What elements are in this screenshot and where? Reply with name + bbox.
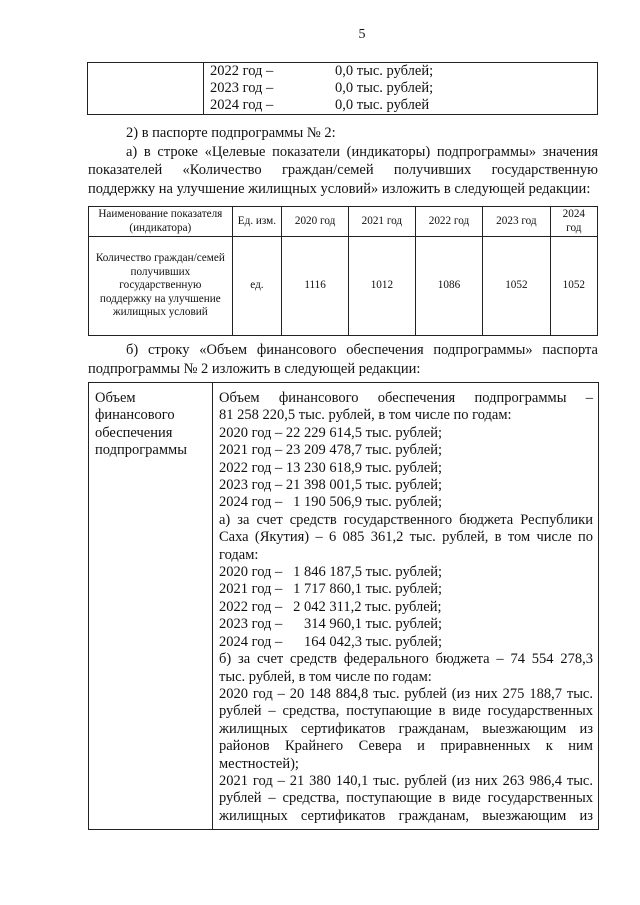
finance-line: 2020 год – 1 846 187,5 тыс. рублей; — [219, 564, 443, 581]
finance-line: 2020 год – 22 229 614,5 тыс. рублей; — [219, 424, 443, 441]
finance-line: жилищных сертификатов гражданам, выезжаю… — [219, 807, 593, 824]
header-cell: 2021 год — [347, 206, 416, 237]
cell: 1052 — [482, 236, 551, 336]
finance-label: Объем финансового обеспечения подпрограм… — [88, 381, 213, 831]
header-cell: Ед. изм. — [231, 206, 283, 237]
finance-line: а) за счет средств государственного бюдж… — [219, 511, 593, 528]
finance-line: Саха (Якутия) – 6 085 361,2 тыс. рублей,… — [219, 529, 593, 546]
finance-line: 81 258 220,5 тыс. рублей, в том числе по… — [219, 407, 512, 424]
empty-cell — [87, 62, 204, 115]
table-header-row: Наименование показателя (индикатора) Ед.… — [88, 206, 599, 237]
header-cell: 2022 год — [414, 206, 484, 237]
indicator-table: Наименование показателя (индикатора) Ед.… — [88, 206, 599, 336]
header-cell: 2023 год — [482, 206, 551, 237]
finance-line: 2023 год – 314 960,1 тыс. рублей; — [219, 616, 443, 633]
finance-line: Объем финансового обеспечения подпрограм… — [219, 390, 593, 406]
cell: 1086 — [414, 236, 484, 336]
header-cell: 2024 год — [549, 206, 599, 237]
paragraph-1: 2) в паспорте подпрограммы № 2: — [126, 125, 336, 141]
finance-line: б) за счет средств федерального бюджета … — [219, 651, 593, 668]
header-cell: 2020 год — [281, 206, 349, 237]
finance-line: районов Крайнего Севера и приравненных к… — [219, 738, 593, 755]
cell: ед. — [231, 236, 283, 336]
funding-tail-table: 2022 год –0,0 тыс. рублей; 2023 год –0,0… — [87, 62, 598, 115]
finance-line: местностей); — [219, 755, 299, 772]
year-row: 2024 год –0,0 тыс. рублей — [210, 97, 430, 113]
cell: 1052 — [549, 236, 599, 336]
year-row: 2023 год –0,0 тыс. рублей; — [210, 80, 434, 96]
paragraph-3: б) строку «Объем финансового обеспечения… — [88, 342, 598, 377]
cell: 1012 — [347, 236, 416, 336]
finance-line: рублей – средства, поступающие в виде го… — [219, 703, 593, 720]
finance-line: 2021 год – 21 380 140,1 тыс. рублей (из … — [219, 772, 593, 789]
cell: Количество граждан/семей получивших госу… — [88, 236, 233, 336]
finance-line: жилищных сертификатов гражданам, выезжаю… — [219, 720, 593, 737]
finance-line: тыс. рублей, в том числе по годам: — [219, 668, 432, 685]
finance-line: 2024 год – 1 190 506,9 тыс. рублей; — [219, 494, 443, 511]
finance-line: 2023 год – 21 398 001,5 тыс. рублей; — [219, 477, 443, 494]
finance-line: 2024 год – 164 042,3 тыс. рублей; — [219, 633, 443, 650]
table-row: Количество граждан/семей получивших госу… — [88, 236, 599, 336]
years-cell: 2022 год –0,0 тыс. рублей; 2023 год –0,0… — [203, 62, 598, 115]
cell: 1116 — [281, 236, 349, 336]
finance-line: 2020 год – 20 148 884,8 тыс. рублей (из … — [219, 685, 593, 702]
finance-line: годам: — [219, 546, 259, 563]
header-cell: Наименование показателя (индикатора) — [88, 206, 233, 237]
page-number: 5 — [358, 27, 366, 42]
finance-line: 2021 год – 1 717 860,1 тыс. рублей; — [219, 581, 443, 598]
finance-content: Объем финансового обеспечения подпрограм… — [212, 381, 599, 831]
finance-line: 2022 год – 2 042 311,2 тыс. рублей; — [219, 598, 442, 615]
finance-line: рублей – средства, поступающие в виде го… — [219, 790, 593, 807]
finance-line: 2022 год – 13 230 618,9 тыс. рублей; — [219, 459, 443, 476]
page-body: 2022 год –0,0 тыс. рублей; 2023 год –0,0… — [87, 62, 599, 831]
finance-table: Объем финансового обеспечения подпрограм… — [88, 381, 599, 831]
year-row: 2022 год –0,0 тыс. рублей; — [210, 63, 434, 79]
finance-line: 2021 год – 23 209 478,7 тыс. рублей; — [219, 442, 443, 459]
paragraph-2: а) в строке «Целевые показатели (индикат… — [88, 143, 598, 197]
